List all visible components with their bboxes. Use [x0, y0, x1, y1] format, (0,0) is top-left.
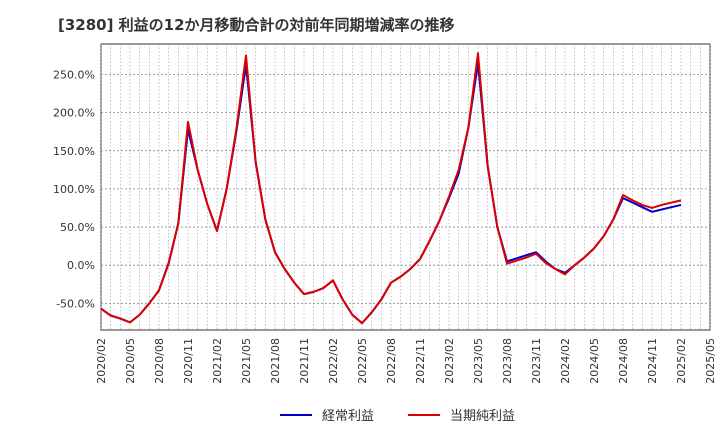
y-tick-label: 200.0% [53, 107, 95, 120]
y-tick-label: 0.0% [67, 259, 95, 272]
grid [100, 44, 711, 330]
x-axis-ticks: 2020/02 2020/05 2020/08 2020/11 2021/02 2021/… [95, 338, 717, 384]
x-tick-label: 2023/02 [443, 338, 456, 384]
plot-area [100, 43, 711, 331]
x-tick-label: 2025/05 [704, 338, 717, 384]
x-tick-label: 2023/08 [501, 338, 514, 384]
x-tick-label: 2020/02 [95, 338, 108, 384]
legend-label-junri: 当期純利益 [450, 409, 515, 424]
series-line-junri [100, 52, 682, 325]
x-tick-label: 2021/05 [240, 338, 253, 384]
x-tick-label: 2022/02 [327, 338, 340, 384]
x-tick-label: 2024/05 [588, 338, 601, 384]
chart-title: [3280] 利益の12か月移動合計の対前年同期増減率の推移 [58, 16, 455, 34]
x-tick-label: 2021/11 [298, 338, 311, 384]
x-tick-label: 2022/05 [356, 338, 369, 384]
x-tick-label: 2023/11 [530, 338, 543, 384]
y-tick-label: 250.0% [53, 69, 95, 82]
x-tick-label: 2025/02 [675, 338, 688, 384]
x-tick-label: 2024/08 [617, 338, 630, 384]
x-tick-label: 2020/08 [153, 338, 166, 384]
y-axis-ticks: -50.0% 0.0% 50.0% 100.0% 150.0% 200.0% 250.0% [53, 69, 95, 311]
y-tick-label: -50.0% [56, 297, 95, 310]
x-tick-label: 2023/05 [472, 338, 485, 384]
x-tick-label: 2021/02 [211, 338, 224, 384]
legend: 経常利益 当期純利益 [280, 409, 515, 424]
x-tick-label: 2024/11 [646, 338, 659, 384]
x-tick-label: 2020/11 [182, 338, 195, 384]
series-lines [100, 52, 682, 325]
y-tick-label: 150.0% [53, 145, 95, 158]
y-tick-label: 100.0% [53, 183, 95, 196]
x-tick-label: 2020/05 [124, 338, 137, 384]
x-tick-label: 2022/11 [414, 338, 427, 384]
x-tick-label: 2022/08 [385, 338, 398, 384]
y-tick-label: 50.0% [60, 221, 95, 234]
x-tick-label: 2021/08 [269, 338, 282, 384]
legend-label-keijo: 経常利益 [322, 409, 374, 424]
x-tick-label: 2024/02 [559, 338, 572, 384]
